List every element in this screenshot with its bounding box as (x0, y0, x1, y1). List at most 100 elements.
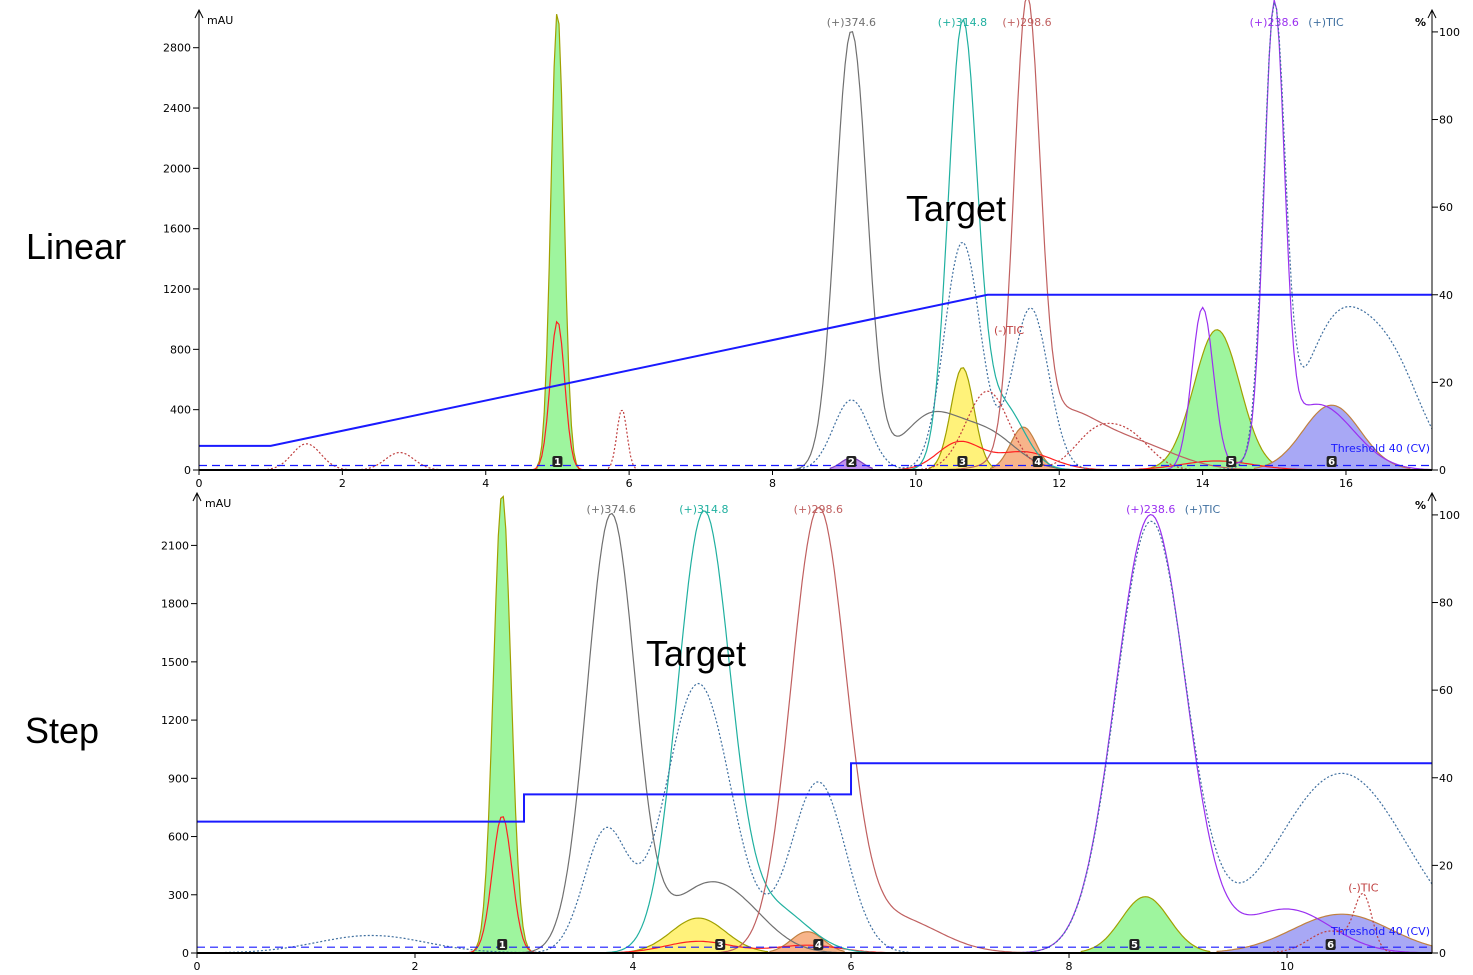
right-unit: % (1415, 499, 1426, 512)
trace-TIC (197, 520, 1433, 954)
y-tick-label: 1200 (163, 283, 191, 296)
series-label: (+)314.8 (938, 16, 987, 29)
peak-number-badge (1032, 456, 1043, 467)
x-tick-label: 16 (1339, 477, 1353, 490)
gradient-line (199, 293, 1432, 447)
filled-peak (536, 13, 580, 471)
chart-0: (+)374.6 (+)314.8 (+)298.6 (+)238.6 (+)TIC (-… (163, 0, 1460, 490)
target-annotation-step: Target (646, 633, 747, 674)
peak-number: 4 (815, 940, 822, 951)
x-tick-label: 6 (626, 477, 633, 490)
x-tick-label: 12 (1052, 477, 1066, 490)
trace-3746 (197, 512, 1432, 954)
filled-peak (1080, 896, 1211, 954)
threshold-label: Threshold 40 (CV) (1330, 925, 1430, 938)
y-tick-label: 2800 (163, 42, 191, 55)
series-label: (-)TIC (1348, 882, 1379, 895)
peak-number-badge (1326, 456, 1337, 467)
filled-peak (928, 367, 997, 471)
y-tick-label: 2100 (161, 539, 189, 552)
trace-3148 (197, 510, 1432, 954)
series-label: (+)238.6 (1126, 503, 1175, 516)
y-axis-arrow-icon (194, 8, 204, 19)
y-axis-arrow-icon (192, 491, 202, 502)
y2-tick-label: 80 (1439, 114, 1453, 127)
target-annotation-linear: Target (906, 188, 1007, 229)
peak-number: 6 (1327, 940, 1334, 951)
step-label: Step (25, 710, 100, 751)
series-label: (+)314.8 (679, 503, 728, 516)
x-tick-label: 2 (412, 960, 419, 973)
trace-TIC (199, 0, 1433, 471)
filled-peak (1147, 329, 1288, 471)
y-tick-label: 800 (170, 343, 191, 356)
series-label: (+)TIC (1185, 503, 1221, 516)
y2-tick-label: 40 (1439, 772, 1453, 785)
y-tick-label: 2400 (163, 102, 191, 115)
series-label: (+)TIC (1308, 16, 1344, 29)
x-tick-label: 8 (1066, 960, 1073, 973)
peak-number: 5 (1228, 457, 1235, 468)
peak-number: 3 (717, 940, 724, 951)
peak-number-badge (813, 939, 824, 950)
y2-tick-label: 40 (1439, 289, 1453, 302)
peak-number-badge (1129, 939, 1140, 950)
x-tick-label: 6 (848, 960, 855, 973)
y-tick-label: 1200 (161, 714, 189, 727)
peak-number: 1 (554, 457, 561, 468)
y-tick-label: 400 (170, 404, 191, 417)
peak-number: 4 (1034, 457, 1041, 468)
x-tick-label: 14 (1196, 477, 1210, 490)
peak-number-badge (1226, 456, 1237, 467)
peak-number: 2 (848, 457, 855, 468)
y2-tick-label: 20 (1439, 859, 1453, 872)
series-label: (+)298.6 (794, 503, 843, 516)
y2-tick-label: 0 (1439, 947, 1446, 960)
trace-2386 (199, 0, 1433, 471)
x-tick-label: 10 (909, 477, 923, 490)
y2-tick-label: 0 (1439, 464, 1446, 477)
y2-axis-arrow-icon (1427, 8, 1437, 19)
series-label: (+)374.6 (827, 16, 876, 29)
x-tick-label: 4 (630, 960, 637, 973)
x-tick-label: 2 (339, 477, 346, 490)
peak-number-badge (846, 456, 857, 467)
series-label: (+)298.6 (1002, 16, 1051, 29)
y-tick-label: 1500 (161, 656, 189, 669)
peak-number: 1 (499, 940, 506, 951)
y-tick-label: 1800 (161, 598, 189, 611)
y2-tick-label: 80 (1439, 597, 1453, 610)
filled-peak (1216, 913, 1433, 954)
x-tick-label: 10 (1280, 960, 1294, 973)
peak-number-badge (497, 939, 508, 950)
y-tick-label: 600 (168, 831, 189, 844)
gradient-line (197, 762, 1432, 823)
linear-label: Linear (26, 226, 127, 267)
peak-number-badge (957, 456, 968, 467)
peak-number: 5 (1131, 940, 1138, 951)
left-unit: mAU (205, 497, 231, 510)
series-label: (+)374.6 (587, 503, 636, 516)
y2-axis-arrow-icon (1427, 491, 1437, 502)
peak-number: 6 (1328, 457, 1335, 468)
series-label: (-)TIC (994, 324, 1025, 337)
y2-tick-label: 60 (1439, 201, 1453, 214)
trace-2986 (197, 506, 1432, 954)
y-tick-label: 900 (168, 772, 189, 785)
y2-tick-label: 100 (1439, 26, 1460, 39)
y-tick-label: 1600 (163, 223, 191, 236)
y-tick-label: 300 (168, 889, 189, 902)
right-unit: % (1415, 16, 1426, 29)
x-tick-label: 0 (194, 960, 201, 973)
trace-3746 (199, 30, 1432, 471)
x-tick-label: 0 (196, 477, 203, 490)
series-label: (+)238.6 (1250, 16, 1299, 29)
y-tick-label: 0 (182, 947, 189, 960)
filled-peak (990, 426, 1058, 471)
y-tick-label: 2000 (163, 162, 191, 175)
trace-3148 (199, 18, 1432, 471)
peak-number-badge (715, 939, 726, 950)
peak-number: 3 (959, 457, 966, 468)
chart-1: (+)374.6 (+)314.8 (+)298.6 (+)238.6 (+)TIC (-… (161, 491, 1460, 973)
